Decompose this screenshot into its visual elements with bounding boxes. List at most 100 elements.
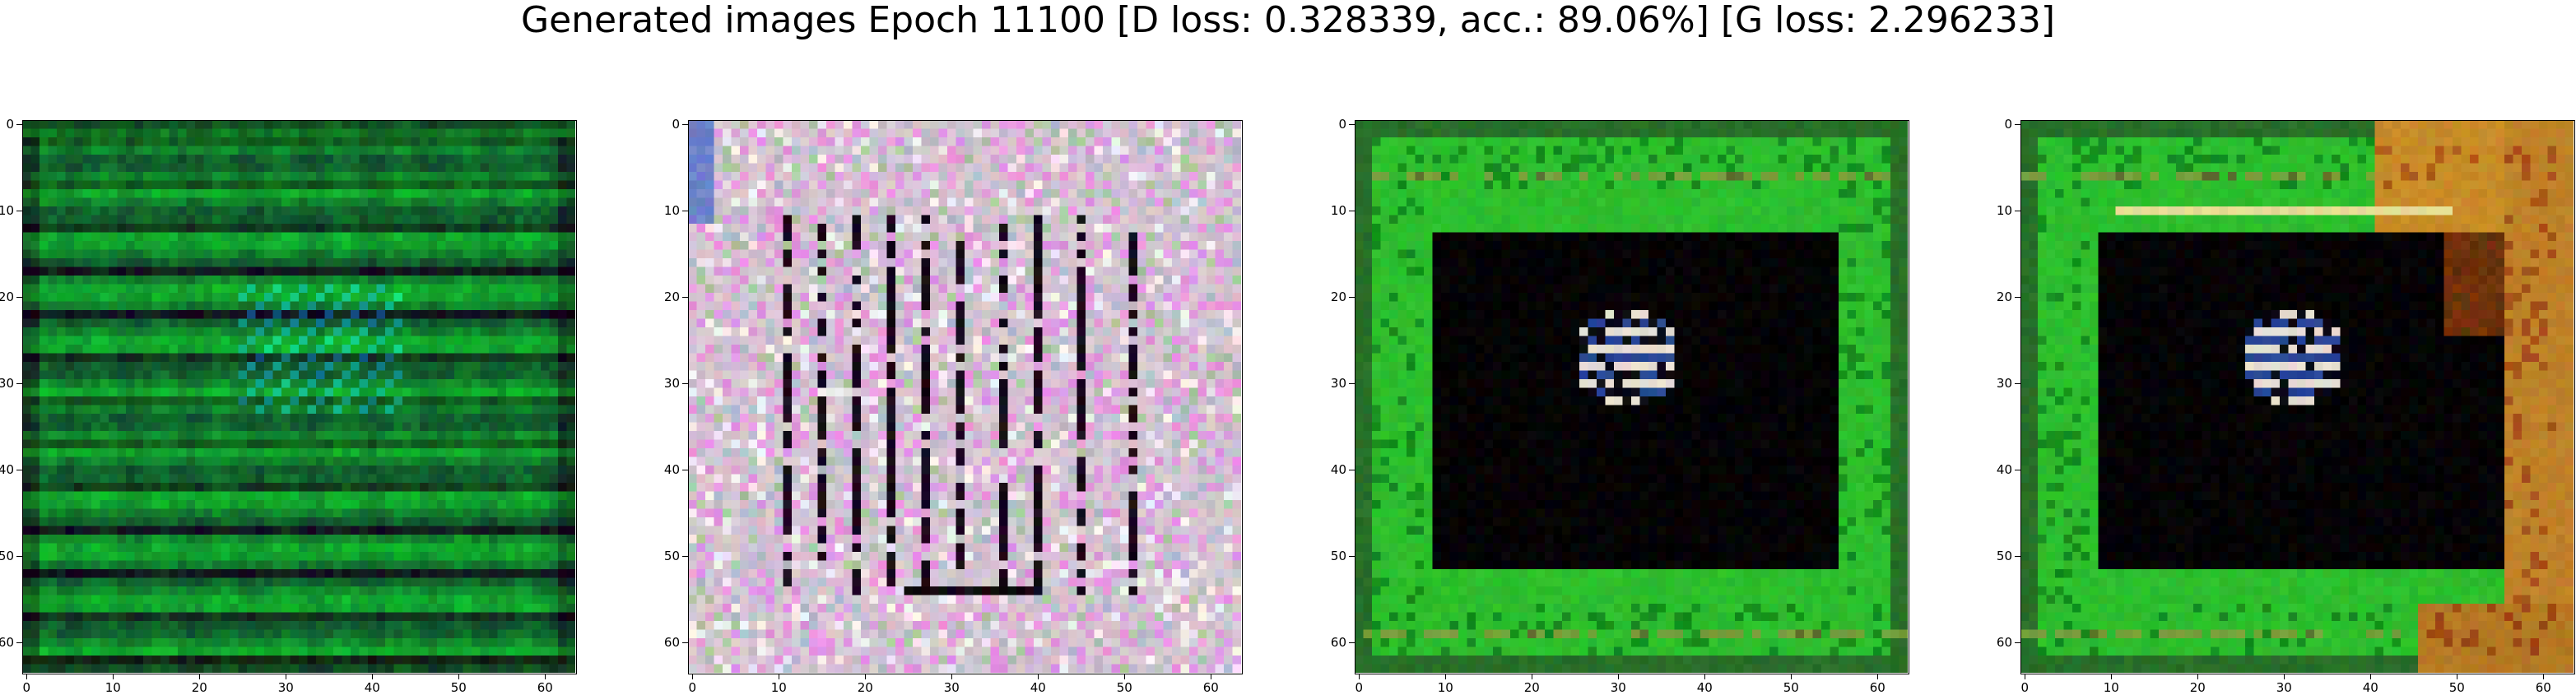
y-tick-label: 0 (2004, 117, 2012, 132)
y-tick-mark (2015, 297, 2020, 299)
y-tick-label: 10 (0, 203, 14, 219)
x-tick-mark (1791, 674, 1793, 679)
image-panel-2: 0 10 20 30 40 50 60 0 10 20 30 40 50 60 (664, 118, 1243, 694)
y-tick-mark (1349, 642, 1355, 644)
x-tick-label: 10 (770, 680, 787, 695)
x-tick-mark (951, 674, 953, 679)
x-tick-mark (1877, 674, 1879, 679)
x-tick-label: 30 (943, 680, 960, 695)
x-tick-label: 20 (1523, 680, 1540, 695)
axes-frame (2020, 120, 2575, 674)
x-tick-label: 10 (105, 680, 121, 695)
generated-image (2020, 120, 2574, 673)
x-tick-mark (1618, 674, 1620, 679)
x-tick-mark (458, 674, 460, 679)
y-tick-label: 50 (1330, 549, 1346, 564)
figure-title: Generated images Epoch 11100 [D loss: 0.… (520, 0, 2056, 41)
y-tick-label: 40 (0, 462, 14, 478)
axes-frame (688, 120, 1243, 674)
x-tick-mark (26, 674, 28, 679)
x-tick-label: 60 (1202, 680, 1219, 695)
y-tick-label: 0 (672, 117, 680, 132)
x-tick-label: 20 (857, 680, 873, 695)
x-tick-label: 60 (537, 680, 553, 695)
x-tick-mark (865, 674, 867, 679)
axes-frame (22, 120, 577, 674)
y-tick-label: 20 (1996, 290, 2012, 305)
y-tick-mark (682, 124, 688, 126)
x-tick-label: 20 (2189, 680, 2206, 695)
x-tick-mark (2111, 674, 2113, 679)
y-tick-label: 30 (1996, 376, 2012, 392)
x-tick-label: 0 (688, 680, 697, 695)
generated-image (1355, 120, 1908, 673)
y-tick-mark (2015, 642, 2020, 644)
x-tick-mark (2370, 674, 2372, 679)
y-tick-label: 30 (663, 376, 680, 392)
axes-frame (1355, 120, 1909, 674)
x-tick-label: 10 (1437, 680, 1453, 695)
y-tick-label: 30 (0, 376, 14, 392)
x-tick-mark (1359, 674, 1360, 679)
x-tick-label: 60 (2535, 680, 2551, 695)
x-tick-label: 50 (1783, 680, 1799, 695)
x-tick-label: 10 (2103, 680, 2119, 695)
y-tick-mark (1349, 124, 1355, 126)
y-tick-label: 60 (1996, 635, 2012, 651)
x-tick-mark (2284, 674, 2285, 679)
x-tick-mark (2543, 674, 2545, 679)
generated-image (688, 120, 1241, 673)
y-tick-label: 0 (6, 117, 14, 132)
y-tick-label: 60 (663, 635, 680, 651)
generated-image (22, 120, 575, 673)
y-tick-label: 50 (1996, 549, 2012, 564)
y-tick-mark (16, 383, 22, 385)
y-tick-label: 20 (0, 290, 14, 305)
x-tick-mark (1038, 674, 1039, 679)
y-tick-label: 40 (1996, 462, 2012, 478)
y-tick-label: 0 (1338, 117, 1346, 132)
x-tick-mark (2197, 674, 2199, 679)
y-tick-label: 30 (1330, 376, 1346, 392)
y-tick-label: 50 (663, 549, 680, 564)
x-tick-label: 40 (1696, 680, 1713, 695)
x-tick-mark (1445, 674, 1447, 679)
y-tick-mark (682, 556, 688, 558)
x-tick-label: 30 (277, 680, 294, 695)
y-tick-mark (2015, 124, 2020, 126)
y-tick-label: 40 (663, 462, 680, 478)
x-tick-label: 40 (364, 680, 380, 695)
x-tick-label: 50 (450, 680, 467, 695)
y-tick-mark (2015, 383, 2020, 385)
y-tick-mark (16, 556, 22, 558)
image-panel-1: 0 10 20 30 40 50 60 0 10 20 30 40 50 60 (0, 118, 577, 694)
x-tick-mark (113, 674, 114, 679)
y-tick-mark (1349, 556, 1355, 558)
y-tick-mark (682, 642, 688, 644)
y-tick-label: 10 (663, 203, 680, 219)
x-tick-label: 30 (1610, 680, 1626, 695)
x-tick-mark (372, 674, 374, 679)
y-tick-label: 60 (0, 635, 14, 651)
x-tick-mark (199, 674, 201, 679)
x-tick-label: 60 (1869, 680, 1886, 695)
x-tick-label: 0 (1355, 680, 1364, 695)
x-tick-label: 50 (1116, 680, 1132, 695)
x-tick-label: 50 (2448, 680, 2465, 695)
image-panel-3: 0 10 20 30 40 50 60 0 10 20 30 40 50 60 (1331, 118, 1909, 694)
y-tick-mark (1349, 297, 1355, 299)
y-tick-mark (2015, 556, 2020, 558)
x-tick-label: 0 (22, 680, 31, 695)
y-tick-mark (16, 124, 22, 126)
x-tick-label: 40 (2362, 680, 2378, 695)
x-tick-mark (692, 674, 694, 679)
y-tick-mark (1349, 383, 1355, 385)
y-tick-label: 50 (0, 549, 14, 564)
x-tick-mark (1704, 674, 1706, 679)
y-tick-label: 60 (1330, 635, 1346, 651)
x-tick-label: 30 (2276, 680, 2292, 695)
y-tick-mark (682, 297, 688, 299)
x-tick-mark (1124, 674, 1126, 679)
y-tick-label: 10 (1330, 203, 1346, 219)
x-tick-mark (545, 674, 546, 679)
